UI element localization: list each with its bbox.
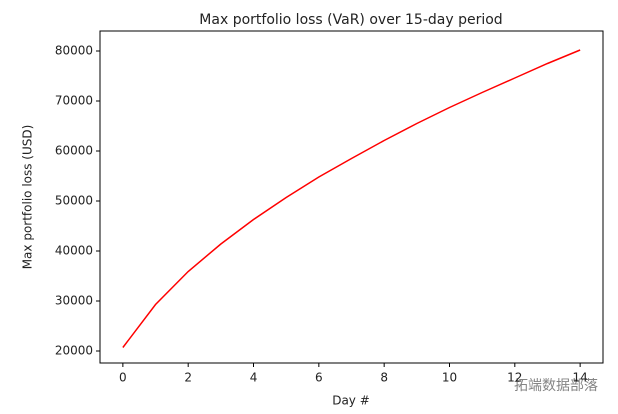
x-tick-label: 0 [119, 371, 127, 385]
x-tick-label: 8 [380, 371, 388, 385]
y-tick-label: 30000 [55, 294, 93, 308]
x-tick-label: 14 [572, 371, 587, 385]
x-axis-label: Day # [332, 394, 370, 408]
data-line [122, 49, 581, 348]
y-tick-label: 60000 [55, 144, 93, 158]
y-tick-label: 40000 [55, 244, 93, 258]
plot-frame [99, 30, 604, 364]
x-tick-label: 6 [315, 371, 323, 385]
chart-title: Max portfolio loss (VaR) over 15-day per… [199, 12, 502, 28]
x-tick-label: 2 [184, 371, 192, 385]
y-axis-label: Max portfolio loss (USD) [21, 125, 35, 270]
y-tick-label: 20000 [55, 344, 93, 358]
y-tick-label: 50000 [55, 194, 93, 208]
x-tick-label: 12 [507, 371, 522, 385]
y-tick-label: 70000 [55, 94, 93, 108]
x-tick-label: 4 [250, 371, 258, 385]
y-tick-label: 80000 [55, 44, 93, 58]
watermark: 拓端数据部落 [514, 378, 598, 394]
x-tick-label: 10 [442, 371, 457, 385]
